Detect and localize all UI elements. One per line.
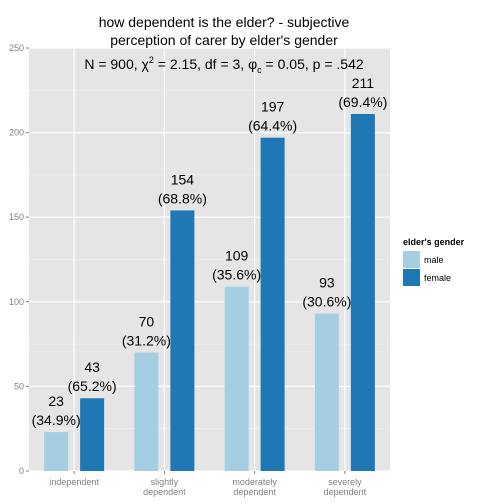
y-tick-label: 100 (9, 297, 24, 307)
bar-male-1 (44, 432, 69, 471)
chart-title-line-1: how dependent is the elder? - subjective (99, 14, 350, 30)
bar-female-3 (260, 137, 285, 471)
data-label-percent: (31.2%) (122, 333, 171, 349)
y-tick-label: 200 (9, 128, 24, 138)
data-label-percent: (69.4%) (338, 94, 387, 110)
data-label-count: 109 (225, 248, 249, 264)
legend-title: elder's gender (403, 237, 465, 247)
data-label-percent: (35.6%) (212, 267, 261, 283)
y-axis: 0 50 100 150 200 250 (9, 43, 29, 476)
y-tick-label: 50 (14, 381, 24, 391)
chart-title-line-2: perception of carer by elder's gender (110, 32, 338, 48)
data-label-percent: (65.2%) (68, 378, 117, 394)
legend-key-female (403, 269, 420, 286)
legend-label-female: female (424, 273, 451, 283)
data-label-count: 43 (84, 359, 100, 375)
y-tick-label: 250 (9, 43, 24, 53)
bar-male-4 (314, 313, 339, 471)
x-tick-label: independent (49, 477, 99, 487)
x-tick-label: moderately dependent (232, 477, 277, 497)
y-tick-label: 0 (19, 466, 24, 476)
bar-male-3 (224, 286, 249, 471)
data-label-count: 93 (319, 275, 335, 291)
chart-statistics: N = 900, χ2 = 2.15, df = 3, φc = 0.05, p… (84, 55, 364, 75)
data-label-count: 211 (352, 75, 375, 91)
data-label-count: 154 (171, 171, 195, 187)
data-label-percent: (34.9%) (32, 412, 81, 428)
data-labels: 23 (34.9%) 70 (31.2%) 109 (35.6%) 93 (30.6%) 43 (… (32, 75, 388, 428)
x-axis: independent slightly dependent moderately de… (49, 471, 367, 497)
data-label-percent: (64.4%) (248, 118, 297, 134)
bar-female-4 (350, 113, 375, 471)
data-label-count: 70 (139, 314, 155, 330)
legend: elder's gender male female (403, 237, 465, 286)
gridlines (29, 47, 390, 472)
data-label-count: 197 (261, 99, 285, 115)
legend-label-male: male (424, 255, 444, 265)
x-tick-label: slightly dependent (143, 477, 186, 497)
bar-female-1 (80, 398, 105, 471)
bar-male-2 (134, 352, 159, 471)
data-label-percent: (30.6%) (302, 294, 351, 310)
data-label-count: 23 (48, 393, 64, 409)
y-tick-label: 150 (9, 212, 24, 222)
x-tick-label: severely dependent (324, 477, 367, 497)
legend-key-male (403, 251, 420, 268)
bar-female-2 (170, 210, 195, 471)
chart-statistics-text: N = 900, χ2 = 2.15, df = 3, φc = 0.05, p… (84, 55, 364, 75)
data-label-percent: (68.8%) (158, 190, 207, 206)
bars (44, 113, 375, 471)
